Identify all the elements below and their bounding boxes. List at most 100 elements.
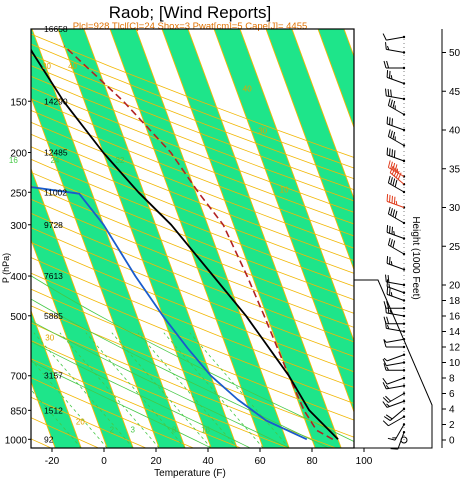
height-tick-label: 35 <box>449 164 461 175</box>
wind-barb-flag <box>388 89 389 96</box>
wind-barb-staff <box>386 49 404 52</box>
temperature-band <box>0 29 29 448</box>
wind-barb-flag <box>393 132 395 139</box>
mixing-ratio-label: 8 <box>172 425 177 434</box>
wind-barb-flag <box>384 61 386 68</box>
height-tick-label: 4 <box>449 405 455 416</box>
wind-barb-flag <box>390 195 391 202</box>
height-tick-label: 16 <box>449 312 461 323</box>
mixing-ratio-label: 3 <box>130 425 135 434</box>
wind-barb-flag <box>387 367 389 371</box>
wind-barb-flag <box>387 61 389 68</box>
isotherm <box>0 29 29 448</box>
x-tick-label: 40 <box>202 456 214 467</box>
wind-barb-flag <box>390 71 391 78</box>
height-tick-label: 40 <box>449 126 461 137</box>
height-label: 1512 <box>44 405 63 415</box>
height-label: 92 <box>44 434 54 444</box>
wind-barb-flag <box>391 131 393 138</box>
wind-barb-flag <box>388 160 390 167</box>
wind-barb-flag <box>387 256 388 263</box>
wind-barb-flag <box>390 117 391 124</box>
height-tick-label: 8 <box>449 374 455 385</box>
height-label: 12485 <box>44 148 68 158</box>
wind-barb-flag <box>392 227 393 234</box>
pressure-tick-label: 400 <box>10 272 27 283</box>
wind-barb-flag <box>392 196 393 203</box>
wind-barb-staff <box>386 313 404 316</box>
pressure-tick-label: 1000 <box>5 435 28 446</box>
wind-barb-flag <box>386 42 387 49</box>
height-label: 3157 <box>44 371 63 381</box>
height-label: 11002 <box>44 187 67 197</box>
wind-barb-flag <box>386 385 389 388</box>
wind-barb-flag <box>383 421 388 426</box>
wind-barb-flag <box>387 194 388 201</box>
wind-barb-staff <box>386 386 404 389</box>
wind-barb-flag <box>387 117 388 124</box>
wind-barb-staff <box>387 263 404 269</box>
height-tick-label: 30 <box>449 203 461 214</box>
pressure-tick-label: 500 <box>10 312 27 323</box>
wind-barb-flag <box>388 176 390 183</box>
wind-barb-flag <box>388 438 395 440</box>
height-label: 14290 <box>44 96 68 106</box>
height-tick-label: 20 <box>449 281 461 292</box>
wind-barb-flag <box>384 358 387 361</box>
wind-barb-flag <box>391 75 392 79</box>
wind-barb-staff <box>390 409 404 421</box>
wind-barb-flag <box>393 241 395 248</box>
height-tick-label: 0 <box>449 436 455 447</box>
wind-barb-flag <box>389 284 390 288</box>
wind-barb-flag <box>390 226 391 233</box>
mixing-ratio-label: 2 <box>110 425 115 434</box>
wind-barb-flag <box>392 118 393 125</box>
wind-barb-staff <box>387 294 404 300</box>
wind-barb-flag <box>391 177 393 184</box>
wind-barb-flag <box>386 275 387 282</box>
wind-barb-flag <box>392 149 393 156</box>
wind-barb-flag <box>386 89 387 96</box>
wind-barb-flag <box>388 98 390 105</box>
temperature-band <box>0 29 133 448</box>
wind-barbs <box>383 34 407 450</box>
pressure-tick-label: 150 <box>10 97 27 108</box>
pressure-tick-label: 200 <box>10 149 27 160</box>
x-tick-label: 0 <box>101 456 107 467</box>
wind-barb-staff <box>387 201 404 207</box>
wind-barb-flag <box>393 101 395 108</box>
wind-barb-flag <box>387 225 388 232</box>
adiabat-label: 10 <box>280 185 289 194</box>
wind-barb-flag <box>384 317 386 324</box>
x-tick-label: 100 <box>356 456 373 467</box>
wind-barb-flag <box>386 404 389 407</box>
wind-barb-flag <box>384 301 386 308</box>
wind-barb-flag <box>391 261 392 265</box>
wind-barb-flag <box>390 288 391 295</box>
wind-barb-flag <box>391 90 392 97</box>
wind-barb-staff <box>386 96 404 99</box>
wind-barb-flag <box>387 317 389 324</box>
wind-barb-staff <box>387 124 404 130</box>
wind-barb-flag <box>393 179 395 186</box>
wind-barb-flag <box>390 257 391 264</box>
wind-barb-flag <box>387 70 388 77</box>
height-tick-label: 6 <box>449 389 455 400</box>
wind-barb-flag <box>387 279 388 286</box>
wind-barb-flag <box>395 180 397 187</box>
isotherm <box>0 29 133 448</box>
wind-barb-staff <box>398 432 404 449</box>
x-tick-label: -20 <box>45 456 60 467</box>
wind-barb-flag <box>391 449 398 450</box>
mixing-ratio-label: 32 <box>115 156 124 165</box>
wind-barb-flag <box>391 239 393 246</box>
isotherm <box>396 29 474 448</box>
wind-barb-staff <box>388 106 404 115</box>
pressure-tick-label: 700 <box>10 372 27 383</box>
wind-barb-staff <box>387 378 404 384</box>
wind-barb-flag <box>395 211 397 218</box>
wind-barb-flag <box>391 292 392 296</box>
